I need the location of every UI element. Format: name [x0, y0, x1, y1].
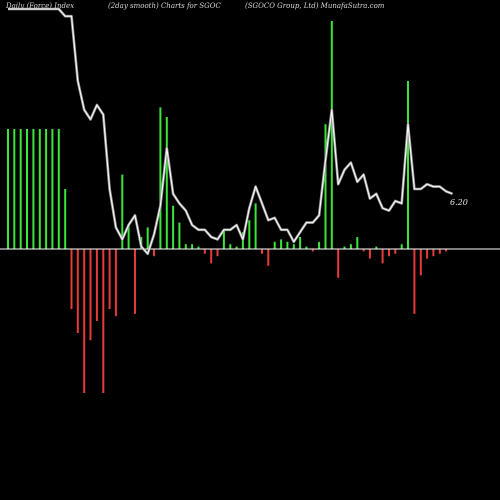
- bars-group: [7, 21, 448, 393]
- bar: [114, 249, 117, 317]
- bar: [280, 239, 283, 249]
- bar: [235, 246, 238, 249]
- bar: [375, 246, 378, 249]
- bar: [343, 246, 346, 249]
- bar: [13, 129, 16, 249]
- bar: [89, 249, 92, 341]
- bar: [381, 249, 384, 264]
- bar: [400, 244, 403, 249]
- bar: [210, 249, 213, 264]
- bar: [83, 249, 86, 393]
- bar: [445, 249, 448, 252]
- bar: [102, 249, 105, 393]
- bar: [32, 129, 35, 249]
- bar: [394, 249, 397, 254]
- bar: [222, 229, 225, 249]
- bar: [127, 225, 130, 249]
- bar: [197, 246, 200, 249]
- bar: [95, 249, 98, 321]
- bar: [108, 249, 111, 309]
- bar: [356, 237, 359, 249]
- bar: [19, 129, 22, 249]
- bar: [438, 249, 441, 254]
- bar: [273, 241, 276, 249]
- bar: [292, 244, 295, 249]
- series-line: [8, 8, 453, 255]
- bar: [38, 129, 41, 249]
- bar: [368, 249, 371, 259]
- bar: [324, 124, 327, 249]
- bar: [407, 81, 409, 249]
- line-group: [8, 7, 453, 256]
- bar: [388, 249, 390, 257]
- bar: [203, 249, 206, 254]
- bar: [165, 117, 168, 249]
- bar: [134, 249, 136, 314]
- bar: [419, 249, 422, 276]
- bar: [426, 249, 429, 259]
- last-value-label: 6.20: [450, 198, 468, 207]
- bar: [64, 189, 67, 249]
- bar: [254, 203, 257, 249]
- bar: [349, 244, 352, 249]
- bar: [178, 222, 181, 249]
- bar: [330, 21, 333, 249]
- bar: [7, 129, 9, 249]
- bar: [311, 249, 314, 252]
- bar: [45, 129, 48, 249]
- bar: [229, 244, 232, 249]
- header-center: (2day smooth) Charts for SGOC: [108, 2, 221, 10]
- bar: [159, 107, 162, 250]
- bar: [146, 227, 149, 249]
- bar: [216, 249, 219, 257]
- bar: [432, 249, 435, 257]
- bar: [337, 249, 340, 278]
- bar: [70, 249, 73, 309]
- bar: [286, 241, 289, 249]
- header-left: Daily (Force) Index: [5, 2, 74, 10]
- bar: [299, 237, 302, 249]
- bar: [318, 241, 321, 249]
- bar: [153, 249, 155, 257]
- bar: [51, 129, 54, 249]
- bar: [413, 249, 416, 314]
- bar: [362, 249, 365, 252]
- bar: [121, 174, 124, 249]
- bar: [248, 220, 251, 249]
- bar: [76, 249, 79, 333]
- bar: [184, 244, 187, 249]
- bar: [26, 129, 28, 249]
- bar: [267, 249, 270, 266]
- bar: [57, 129, 60, 249]
- header-right: (SGOCO Group, Ltd) MunafaSutra.com: [245, 2, 385, 10]
- bar: [191, 244, 194, 249]
- bar: [172, 205, 175, 249]
- bar: [305, 246, 308, 249]
- bar: [261, 249, 263, 254]
